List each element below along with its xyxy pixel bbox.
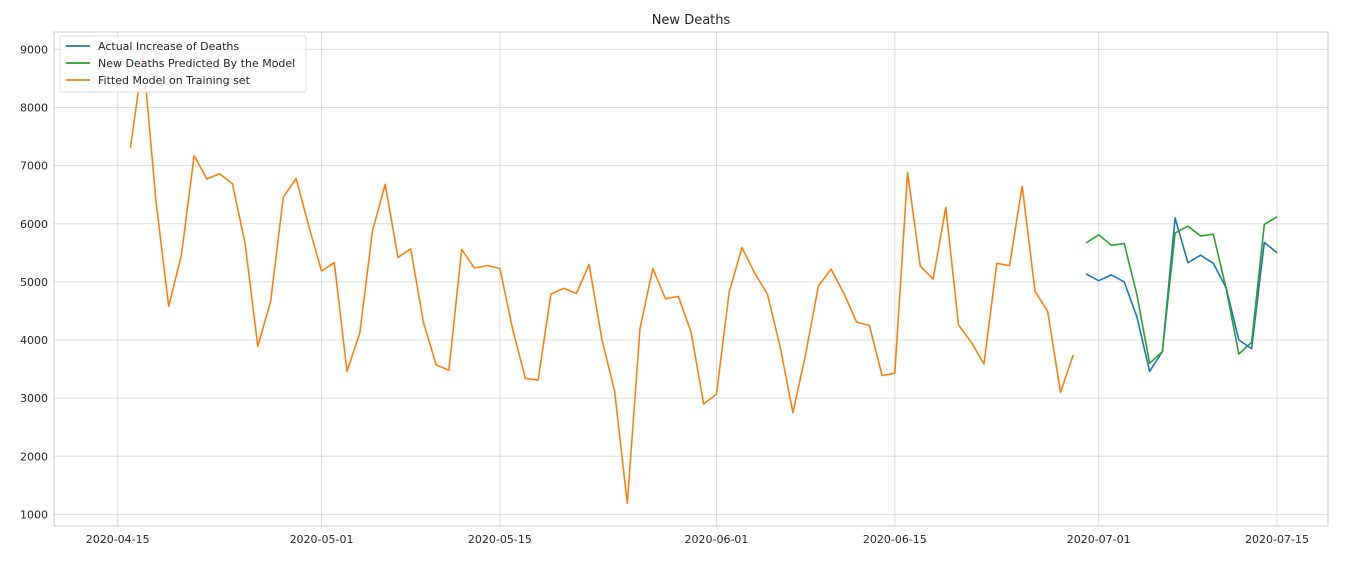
legend: Actual Increase of Deaths New Deaths Pred… — [59, 35, 307, 93]
chart-title: New Deaths — [652, 13, 731, 28]
x-tick-label: 2020-06-01 — [685, 533, 749, 546]
y-tick-label: 8000 — [20, 102, 48, 115]
y-tick-label: 6000 — [20, 218, 48, 231]
series-line-fitted-model-on-training-set — [129, 55, 1074, 505]
x-tick-label: 2020-07-15 — [1245, 533, 1309, 546]
legend-label-actual-increase-of-deaths: Actual Increase of Deaths — [98, 40, 239, 53]
series-line-new-deaths-predicted-by-the-model — [1085, 216, 1278, 365]
y-tick-label: 5000 — [20, 276, 48, 289]
series-lines — [129, 55, 1278, 505]
legend-label-new-deaths-predicted-by-the-model: New Deaths Predicted By the Model — [98, 57, 295, 70]
y-tick-label: 7000 — [20, 160, 48, 173]
y-tick-label: 2000 — [20, 450, 48, 463]
y-axis-tick-labels: 1000 2000 3000 4000 5000 6000 7000 8000 9000 — [20, 43, 48, 521]
x-tick-label: 2020-04-15 — [86, 533, 150, 546]
y-tick-label: 4000 — [20, 334, 48, 347]
plot-frame — [53, 31, 1329, 527]
series-line-actual-increase-of-deaths — [1085, 217, 1278, 373]
y-tick-label: 9000 — [20, 43, 48, 56]
x-tick-label: 2020-05-01 — [290, 533, 354, 546]
x-tick-label: 2020-07-01 — [1067, 533, 1131, 546]
legend-frame — [59, 35, 307, 93]
x-tick-label: 2020-05-15 — [468, 533, 532, 546]
y-tick-label: 1000 — [20, 508, 48, 521]
legend-entries: Actual Increase of Deaths New Deaths Pred… — [66, 40, 295, 87]
legend-label-fitted-model-on-training-set: Fitted Model on Training set — [98, 74, 251, 87]
y-tick-label: 3000 — [20, 392, 48, 405]
x-axis-tick-labels: 2020-04-15 2020-05-01 2020-05-15 2020-06-01… — [86, 533, 1309, 546]
plot-area-background — [54, 32, 1328, 526]
gridlines — [54, 32, 1328, 526]
x-tick-label: 2020-06-15 — [863, 533, 927, 546]
